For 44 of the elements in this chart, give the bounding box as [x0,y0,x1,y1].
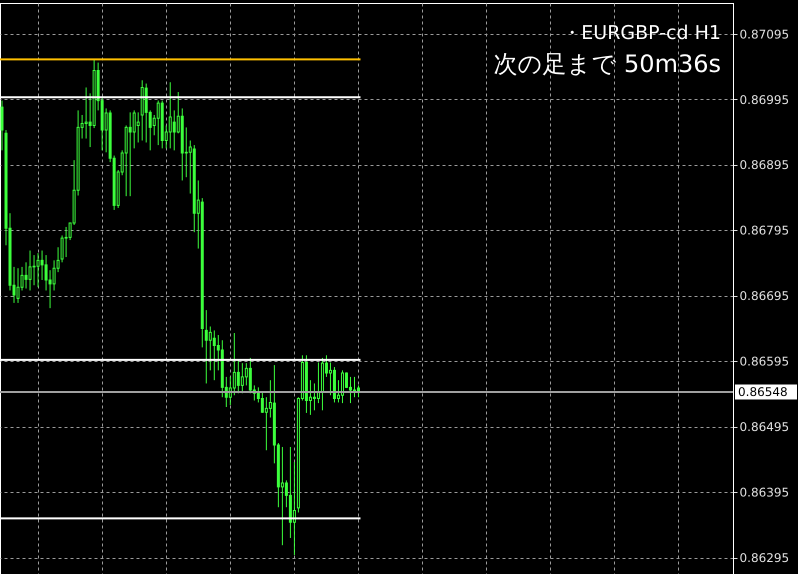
candlestick [32,254,36,286]
candlestick [204,310,208,384]
y-tick-label: 0.86595 [740,354,790,369]
candlestick [264,396,268,451]
y-tick-label: 0.86295 [740,551,790,566]
y-tick-label: 0.86695 [740,289,790,304]
candlestick [168,82,172,149]
y-tick-label: 0.86795 [740,224,790,238]
candlestick [232,332,236,396]
candlestick [16,268,20,304]
candlestick [208,326,212,371]
annotation: 次の足まで 50m36s [493,50,721,78]
candlestick [84,86,88,140]
candlestick [52,260,56,291]
candlestick [340,370,344,404]
candlestick [64,226,68,258]
ref-line-label: 0.86548 [738,384,788,399]
candlestick [280,446,284,546]
candlestick [40,250,44,280]
candlestick [132,110,136,149]
y-tick-label: 0.86895 [740,158,790,172]
candlestick [240,362,244,394]
candlestick [28,250,32,291]
candlestick [172,110,176,151]
candlestick [24,262,28,289]
candlestick [136,112,140,143]
candlestick [156,100,160,146]
y-tick-label: 0.86395 [740,486,790,500]
candlestick [328,362,332,396]
candlestick [44,254,48,291]
candlestick [236,359,240,394]
candlestick [128,112,132,197]
candlestick [260,391,264,414]
annotation: ・EURGBP-cd H1 [562,22,721,44]
candlestick [248,357,252,394]
y-tick-label: 0.86995 [740,92,790,107]
candlestick [60,234,64,263]
candlestick [0,100,4,151]
candlestick [36,252,40,288]
candlestick [348,376,352,404]
y-tick-label: 0.87095 [740,27,790,42]
candlestick [212,330,216,381]
candlestick [312,382,316,411]
y-tick-label: 0.86495 [740,420,790,434]
